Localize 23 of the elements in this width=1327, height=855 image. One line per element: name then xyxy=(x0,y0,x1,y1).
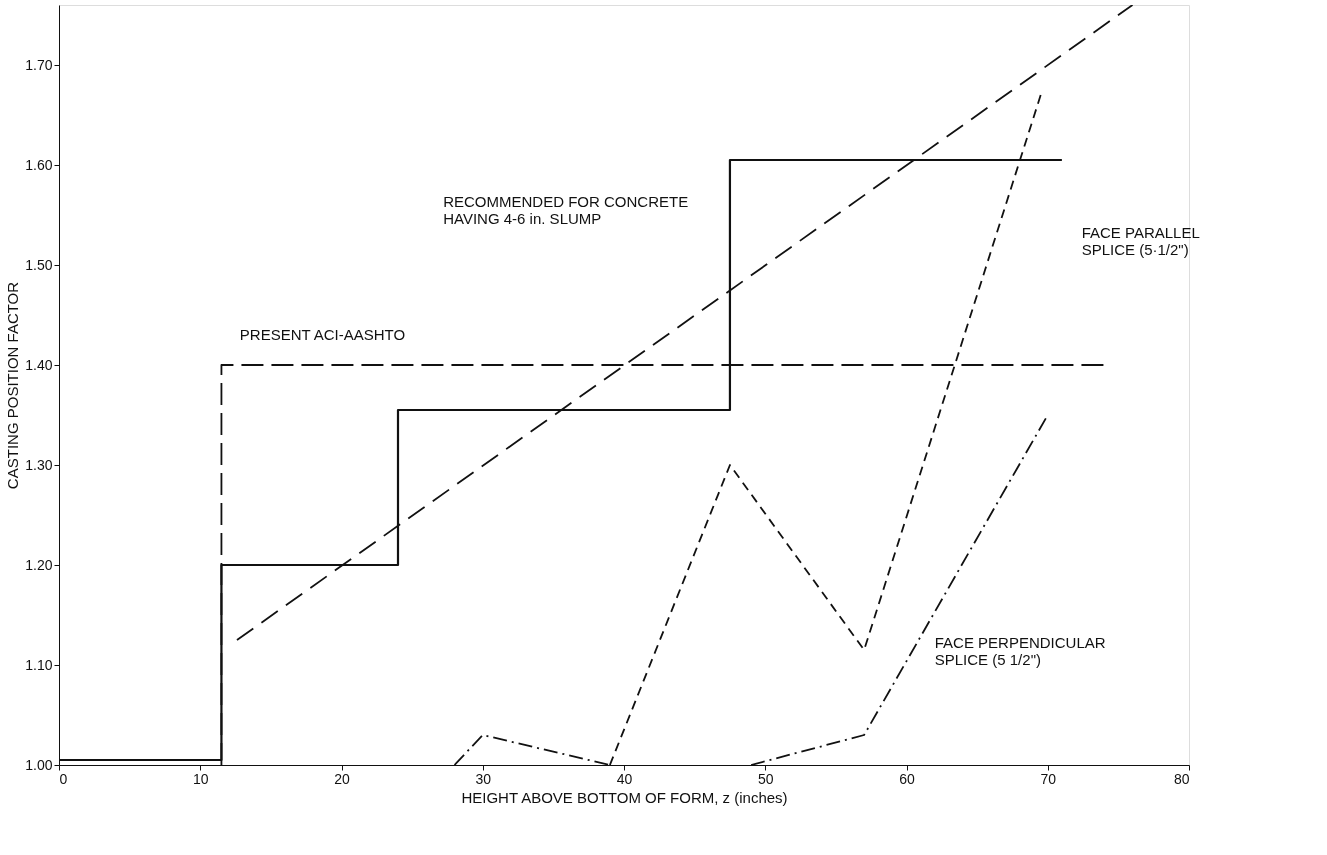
x-tick-label: 40 xyxy=(616,770,633,787)
y-tick-label: 1.60 xyxy=(25,156,53,173)
x-tick-label: 30 xyxy=(475,770,492,787)
annotation: FACE PARALLEL SPLICE (5·1/2") xyxy=(1081,223,1200,258)
y-tick-label: 1.30 xyxy=(25,456,53,473)
y-tick-label: 1.20 xyxy=(25,556,53,573)
y-tick-label: 1.00 xyxy=(25,756,53,773)
x-tick-label: 50 xyxy=(757,770,774,787)
x-tick-label: 60 xyxy=(899,770,915,787)
annotation: PRESENT ACI-AASHTO xyxy=(239,326,406,344)
annotation: RECOMMENDED FOR CONCRETE HAVING 4-6 in. SLUMP xyxy=(443,193,689,228)
y-tick-label: 1.70 xyxy=(25,56,53,73)
y-tick-label: 1.40 xyxy=(25,356,53,373)
x-tick-label: 70 xyxy=(1040,770,1057,787)
x-tick-label: 80 xyxy=(1173,770,1190,787)
annotation: FACE PERPENDICULAR SPLICE (5 1/2") xyxy=(934,634,1106,668)
y-tick-label: 1.50 xyxy=(25,256,53,273)
x-tick-label: 10 xyxy=(192,770,209,787)
x-tick-label: 0 xyxy=(59,770,68,787)
x-tick-label: 20 xyxy=(334,770,350,787)
y-axis-title: CASTING POSITION FACTOR xyxy=(4,281,22,490)
x-axis-title: HEIGHT ABOVE BOTTOM OF FORM, z (inches) xyxy=(461,788,788,806)
y-tick-label: 1.10 xyxy=(25,656,53,673)
